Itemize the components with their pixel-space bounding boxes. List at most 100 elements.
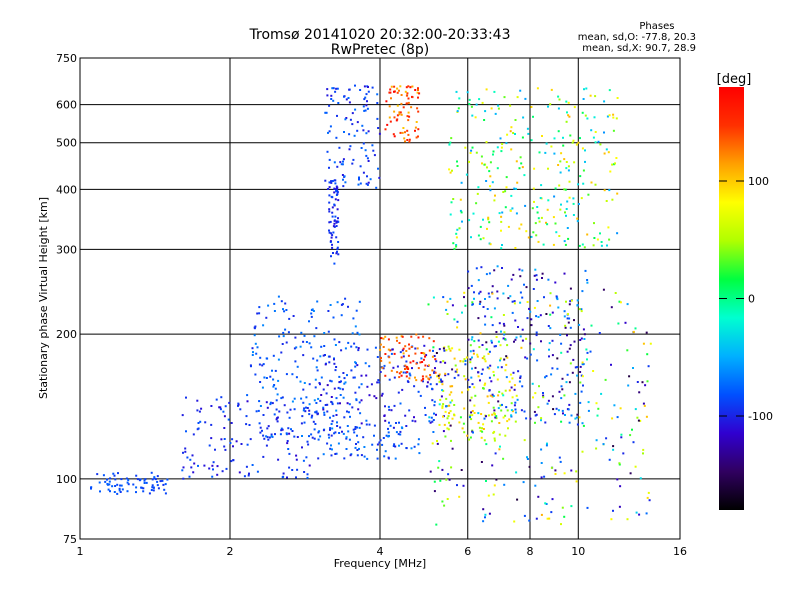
data-point: [348, 101, 351, 104]
data-point: [276, 416, 279, 419]
data-point: [608, 458, 611, 461]
data-point: [387, 431, 390, 434]
data-point: [515, 394, 518, 397]
data-point: [405, 102, 408, 105]
data-point: [280, 427, 283, 430]
data-point: [546, 223, 549, 226]
data-point: [488, 221, 491, 224]
data-point: [336, 208, 339, 211]
data-point: [181, 469, 184, 472]
data-point: [618, 463, 621, 466]
data-point: [545, 444, 548, 447]
data-point: [447, 345, 450, 348]
data-point: [336, 250, 338, 253]
data-point: [318, 430, 321, 433]
data-point: [126, 490, 129, 493]
data-point: [245, 415, 248, 418]
x-tick-label: 6: [464, 545, 471, 558]
data-point: [540, 184, 543, 187]
data-point: [442, 403, 445, 406]
data-point: [388, 421, 390, 424]
data-point: [438, 373, 441, 376]
data-point: [455, 236, 458, 239]
data-point: [365, 419, 368, 422]
data-point: [560, 385, 563, 388]
data-point: [285, 309, 288, 311]
data-point: [515, 336, 518, 339]
data-point: [479, 300, 482, 303]
data-point: [382, 346, 385, 348]
data-point: [574, 392, 577, 395]
data-point: [557, 409, 560, 412]
data-point: [581, 361, 584, 364]
data-point: [230, 460, 233, 463]
data-point: [519, 375, 522, 378]
data-point: [330, 444, 332, 447]
data-point: [481, 368, 484, 371]
data-point: [525, 417, 528, 420]
data-point: [569, 344, 572, 347]
data-point: [491, 413, 494, 416]
data-point: [490, 380, 493, 383]
data-point: [488, 272, 491, 275]
data-point: [452, 198, 455, 200]
data-point: [553, 413, 556, 416]
data-point: [499, 359, 501, 362]
data-point: [507, 284, 510, 287]
data-point: [510, 386, 513, 389]
data-point: [317, 438, 320, 441]
data-point: [192, 471, 195, 474]
data-point: [515, 471, 518, 474]
data-point: [549, 304, 552, 307]
data-point: [317, 431, 320, 434]
data-point: [550, 511, 553, 514]
data-point: [498, 322, 501, 325]
data-point: [637, 419, 640, 422]
data-point: [434, 367, 436, 370]
data-point: [490, 420, 493, 423]
data-point: [552, 216, 555, 219]
data-point: [376, 356, 379, 358]
data-point: [563, 315, 566, 318]
data-point: [399, 111, 402, 114]
data-point: [463, 291, 466, 294]
data-point: [556, 296, 559, 299]
data-point: [645, 331, 648, 334]
data-point: [364, 149, 367, 152]
data-point: [317, 457, 320, 460]
data-point: [459, 416, 462, 419]
data-point: [538, 220, 541, 223]
data-point: [498, 422, 501, 424]
data-point: [308, 320, 310, 323]
data-point: [106, 478, 108, 481]
data-point: [558, 456, 561, 459]
data-point: [400, 335, 403, 338]
data-point: [360, 374, 363, 377]
data-point: [641, 381, 644, 384]
data-point: [562, 136, 564, 139]
data-point: [549, 103, 552, 106]
data-point: [647, 365, 650, 368]
data-point: [434, 358, 437, 361]
data-point: [331, 448, 333, 451]
data-point: [319, 435, 322, 438]
data-point: [603, 100, 606, 103]
data-point: [560, 420, 563, 423]
data-point: [262, 455, 265, 458]
data-point: [552, 408, 555, 411]
data-point: [435, 352, 438, 354]
data-point: [325, 392, 328, 395]
data-point: [466, 434, 469, 437]
data-point: [315, 366, 318, 369]
data-point: [118, 487, 121, 490]
data-point: [145, 481, 148, 484]
data-point: [395, 431, 398, 434]
data-point: [565, 167, 568, 170]
data-point: [247, 474, 250, 477]
data-point: [166, 478, 169, 481]
colorbar-tick-label: 0: [748, 293, 755, 306]
data-point: [411, 85, 414, 88]
data-point: [392, 133, 395, 136]
data-point: [479, 290, 482, 293]
data-point: [271, 402, 274, 405]
